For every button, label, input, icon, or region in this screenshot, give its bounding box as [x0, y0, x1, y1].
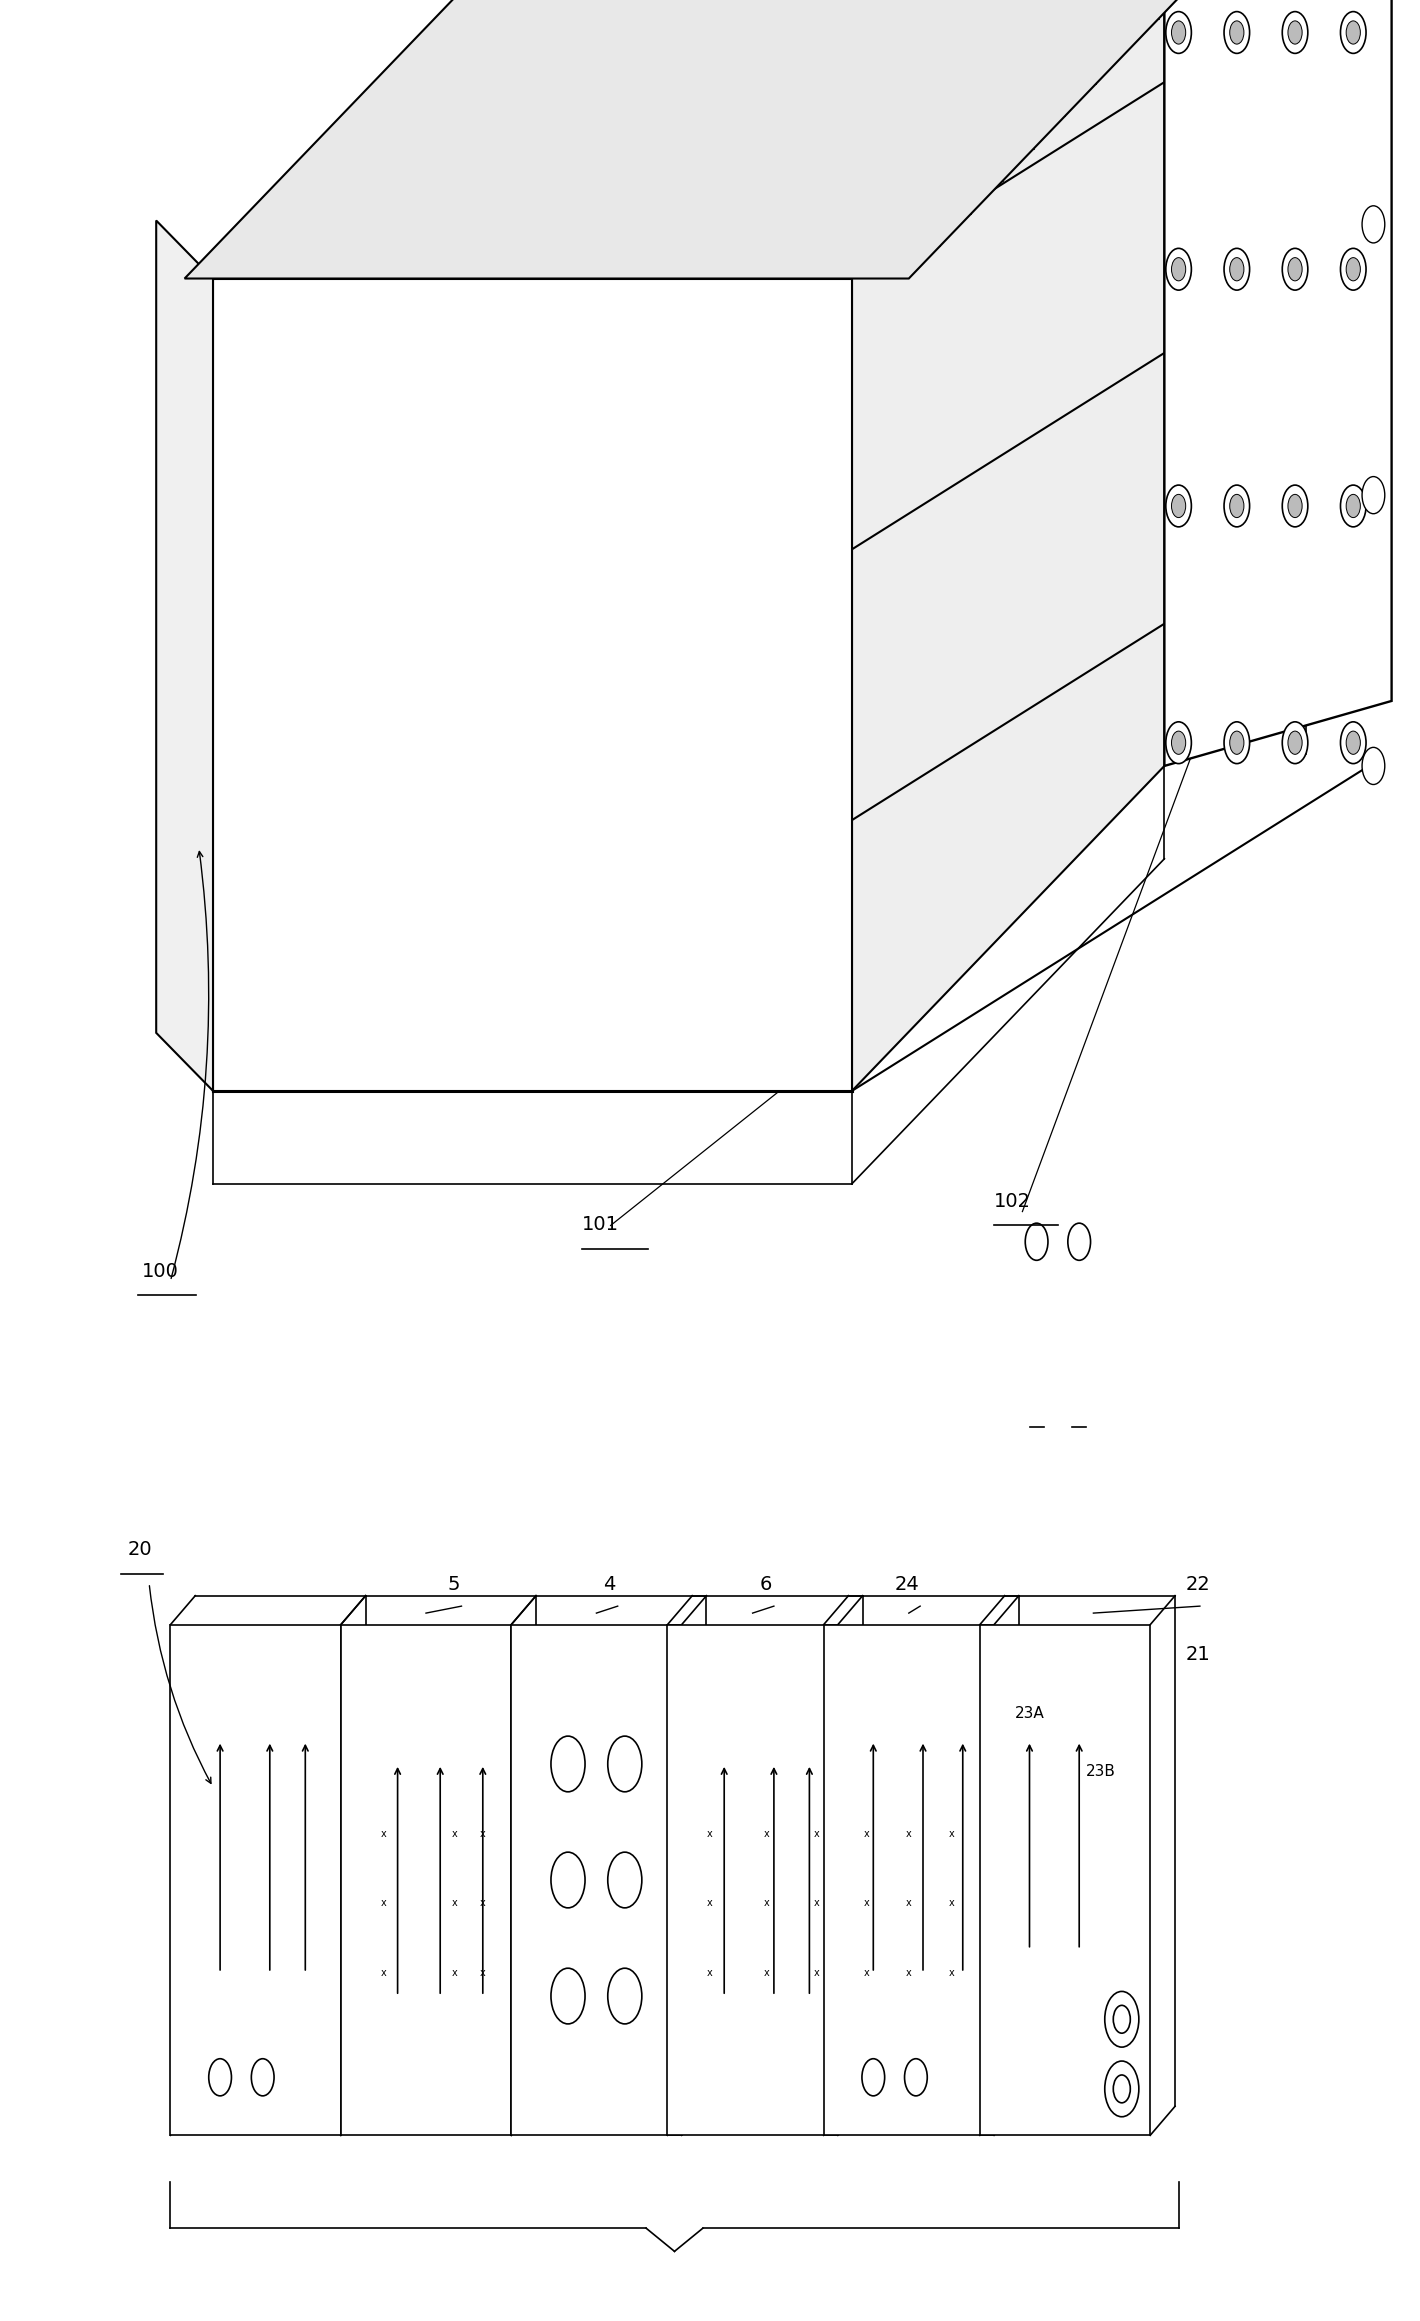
- Circle shape: [1230, 21, 1244, 44]
- Polygon shape: [185, 0, 1221, 279]
- Circle shape: [1230, 731, 1244, 754]
- Text: 24: 24: [895, 1576, 919, 1595]
- Text: x: x: [480, 1899, 486, 1908]
- Text: x: x: [863, 1829, 869, 1838]
- Text: x: x: [381, 1968, 386, 1977]
- Circle shape: [1346, 731, 1360, 754]
- Text: 5: 5: [447, 1576, 460, 1595]
- Circle shape: [1282, 722, 1308, 764]
- Circle shape: [1166, 722, 1191, 764]
- Text: x: x: [707, 1968, 713, 1977]
- Circle shape: [1282, 12, 1308, 53]
- Text: 23B: 23B: [1086, 1764, 1116, 1778]
- Circle shape: [1362, 747, 1384, 784]
- Text: 23A: 23A: [1015, 1706, 1045, 1720]
- Polygon shape: [156, 220, 213, 1091]
- Circle shape: [1230, 258, 1244, 281]
- Polygon shape: [341, 1625, 511, 2135]
- Circle shape: [1105, 1991, 1139, 2047]
- Text: x: x: [452, 1829, 457, 1838]
- Text: 20: 20: [128, 1541, 152, 1560]
- Text: x: x: [906, 1899, 912, 1908]
- Circle shape: [1346, 258, 1360, 281]
- Circle shape: [1224, 12, 1250, 53]
- Text: 4: 4: [604, 1576, 616, 1595]
- Circle shape: [1288, 21, 1302, 44]
- Circle shape: [1166, 12, 1191, 53]
- Circle shape: [1362, 207, 1384, 244]
- Polygon shape: [213, 279, 852, 1091]
- Text: x: x: [863, 1968, 869, 1977]
- Text: 6: 6: [760, 1576, 772, 1595]
- Text: x: x: [814, 1899, 819, 1908]
- Text: x: x: [949, 1968, 954, 1977]
- Circle shape: [1172, 494, 1186, 518]
- Circle shape: [1224, 722, 1250, 764]
- Text: x: x: [452, 1899, 457, 1908]
- Text: x: x: [949, 1829, 954, 1838]
- Text: x: x: [480, 1968, 486, 1977]
- Circle shape: [1172, 21, 1186, 44]
- Text: x: x: [906, 1829, 912, 1838]
- Text: x: x: [381, 1829, 386, 1838]
- Text: x: x: [381, 1899, 386, 1908]
- Polygon shape: [980, 1625, 1150, 2135]
- Text: 102: 102: [994, 1193, 1031, 1212]
- Polygon shape: [213, 0, 1164, 279]
- Circle shape: [1340, 248, 1366, 290]
- Circle shape: [1288, 494, 1302, 518]
- Polygon shape: [667, 1625, 838, 2135]
- Polygon shape: [824, 1625, 994, 2135]
- Text: 21: 21: [1186, 1646, 1210, 1664]
- Polygon shape: [511, 1625, 682, 2135]
- Text: 100: 100: [142, 1263, 179, 1281]
- Circle shape: [1282, 248, 1308, 290]
- Circle shape: [1288, 258, 1302, 281]
- Text: 22: 22: [1186, 1576, 1210, 1595]
- Circle shape: [1166, 248, 1191, 290]
- Polygon shape: [1164, 0, 1392, 766]
- Text: x: x: [480, 1829, 486, 1838]
- Polygon shape: [852, 0, 1164, 1091]
- Circle shape: [1288, 731, 1302, 754]
- Circle shape: [1362, 476, 1384, 513]
- Circle shape: [1172, 258, 1186, 281]
- Polygon shape: [170, 1625, 341, 2135]
- Circle shape: [1172, 731, 1186, 754]
- Circle shape: [1105, 2061, 1139, 2117]
- Text: 101: 101: [582, 1216, 619, 1235]
- Circle shape: [1340, 722, 1366, 764]
- Text: x: x: [949, 1899, 954, 1908]
- Circle shape: [1230, 494, 1244, 518]
- Text: x: x: [863, 1899, 869, 1908]
- Circle shape: [1340, 485, 1366, 527]
- Text: x: x: [764, 1968, 770, 1977]
- Text: x: x: [814, 1829, 819, 1838]
- Text: x: x: [814, 1968, 819, 1977]
- Circle shape: [1346, 21, 1360, 44]
- Text: x: x: [764, 1829, 770, 1838]
- Text: x: x: [707, 1829, 713, 1838]
- Circle shape: [1282, 485, 1308, 527]
- Circle shape: [1166, 485, 1191, 527]
- Text: x: x: [452, 1968, 457, 1977]
- Circle shape: [1224, 248, 1250, 290]
- Circle shape: [1224, 485, 1250, 527]
- Text: x: x: [707, 1899, 713, 1908]
- Circle shape: [1346, 494, 1360, 518]
- Text: x: x: [906, 1968, 912, 1977]
- Circle shape: [1340, 12, 1366, 53]
- Text: x: x: [764, 1899, 770, 1908]
